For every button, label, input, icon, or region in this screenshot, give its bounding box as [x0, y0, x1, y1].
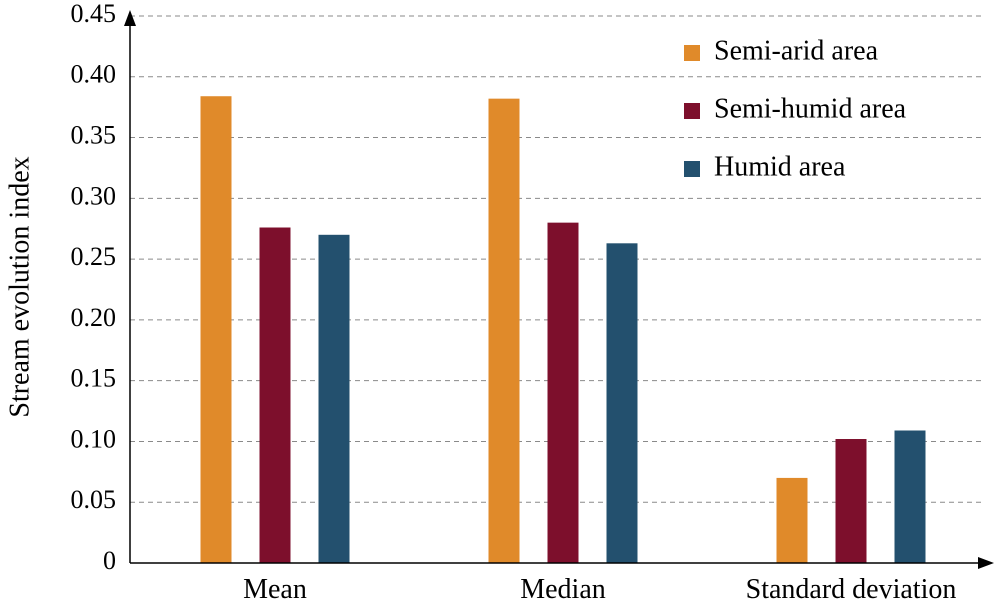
y-tick-label: 0.10 — [71, 424, 117, 453]
bar-semi-arid-area-standard-deviation — [776, 477, 808, 563]
bar-semi-arid-area-mean — [200, 96, 232, 563]
x-tick-label: Standard deviation — [746, 574, 957, 605]
x-axis-arrow — [978, 557, 994, 569]
y-tick-labels: 0 0.05 0.10 0.15 0.20 0.25 0.30 0.35 0.40 0.45 — [71, 0, 117, 575]
legend-swatch — [684, 45, 700, 61]
legend-label: Humid area — [714, 151, 846, 182]
bar-semi-humid-area-standard-deviation — [835, 439, 867, 563]
legend-label: Semi-humid area — [714, 93, 907, 124]
legend: Semi-arid area Semi-humid area Humid area — [684, 35, 907, 182]
legend-swatch — [684, 161, 700, 177]
y-tick-label: 0.40 — [71, 60, 117, 89]
bar-semi-arid-area-median — [488, 98, 520, 563]
bars — [200, 96, 926, 564]
legend-swatch — [684, 103, 700, 119]
y-tick-label: 0 — [103, 546, 116, 575]
x-tick-label: Median — [520, 574, 606, 605]
bar-humid-area-median — [606, 243, 638, 563]
bar-humid-area-mean — [318, 234, 350, 564]
y-tick-label: 0.25 — [71, 242, 117, 271]
legend-label: Semi-arid area — [714, 35, 879, 66]
y-tick-label: 0.30 — [71, 181, 117, 210]
y-tick-label: 0.45 — [71, 0, 117, 28]
bar-humid-area-standard-deviation — [894, 430, 926, 563]
y-axis-arrow — [124, 10, 136, 26]
x-tick-labels: Mean Median Standard deviation — [243, 574, 956, 605]
x-tick-label: Mean — [243, 574, 307, 605]
bar-semi-humid-area-median — [547, 222, 579, 563]
y-tick-label: 0.05 — [71, 485, 117, 514]
y-tick-label: 0.15 — [71, 364, 117, 393]
y-tick-label: 0.35 — [71, 121, 117, 150]
y-axis-title: Stream evolution index — [4, 156, 35, 417]
y-tick-label: 0.20 — [71, 303, 117, 332]
bar-semi-humid-area-mean — [259, 227, 291, 564]
